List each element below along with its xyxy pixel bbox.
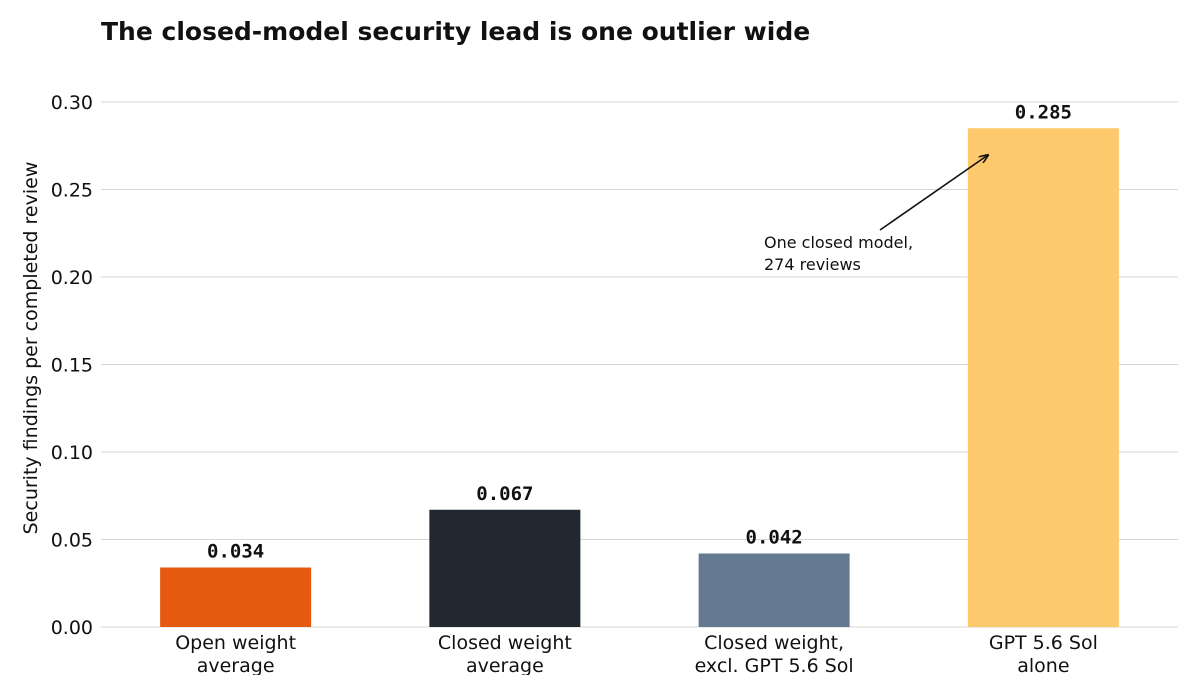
category-label-line: Open weight xyxy=(175,632,296,654)
category-label-line: Closed weight, xyxy=(704,632,844,654)
category-label-line: Closed weight xyxy=(438,632,572,654)
y-tick-label: 0.25 xyxy=(51,180,93,202)
category-label: GPT 5.6 Sol alone xyxy=(989,632,1098,675)
y-axis-title: Security findings per completed review xyxy=(20,162,42,535)
y-tick-label: 0.30 xyxy=(51,92,93,114)
bar xyxy=(967,128,1119,627)
annotation-text: One closed model, 274 reviews xyxy=(764,233,918,274)
category-label: Open weight average xyxy=(175,632,296,675)
bar xyxy=(160,567,312,627)
y-tick-label: 0.05 xyxy=(51,530,93,552)
y-tick-label: 0.10 xyxy=(51,442,93,464)
y-tick-label: 0.20 xyxy=(51,267,93,289)
category-label: Closed weight average xyxy=(438,632,572,675)
value-label: 0.285 xyxy=(1015,101,1072,123)
category-label-line: alone xyxy=(1017,655,1069,675)
value-label: 0.067 xyxy=(476,483,533,505)
annotation-arrow xyxy=(879,155,988,231)
bars xyxy=(160,128,1119,627)
category-label-line: GPT 5.6 Sol xyxy=(989,632,1098,654)
annotation-line-2: 274 reviews xyxy=(764,255,861,274)
value-labels: 0.034 0.067 0.042 0.285 xyxy=(207,101,1072,562)
annotation-line-1: One closed model, xyxy=(764,233,913,252)
value-label: 0.042 xyxy=(746,527,803,549)
chart-title: The closed-model security lead is one ou… xyxy=(101,17,811,46)
category-label-line: average xyxy=(466,655,544,675)
category-label: Closed weight, excl. GPT 5.6 Sol xyxy=(695,632,854,675)
y-tick-label: 0.15 xyxy=(51,355,93,377)
value-label: 0.034 xyxy=(207,541,264,563)
category-label-line: average xyxy=(197,655,275,675)
y-axis-ticks: 0.00 0.05 0.10 0.15 0.20 0.25 0.30 xyxy=(51,92,93,639)
bar xyxy=(429,509,581,627)
y-tick-label: 0.00 xyxy=(51,617,93,639)
category-label-line: excl. GPT 5.6 Sol xyxy=(695,655,854,675)
annotation: One closed model, 274 reviews xyxy=(764,155,988,274)
bar xyxy=(698,553,850,627)
